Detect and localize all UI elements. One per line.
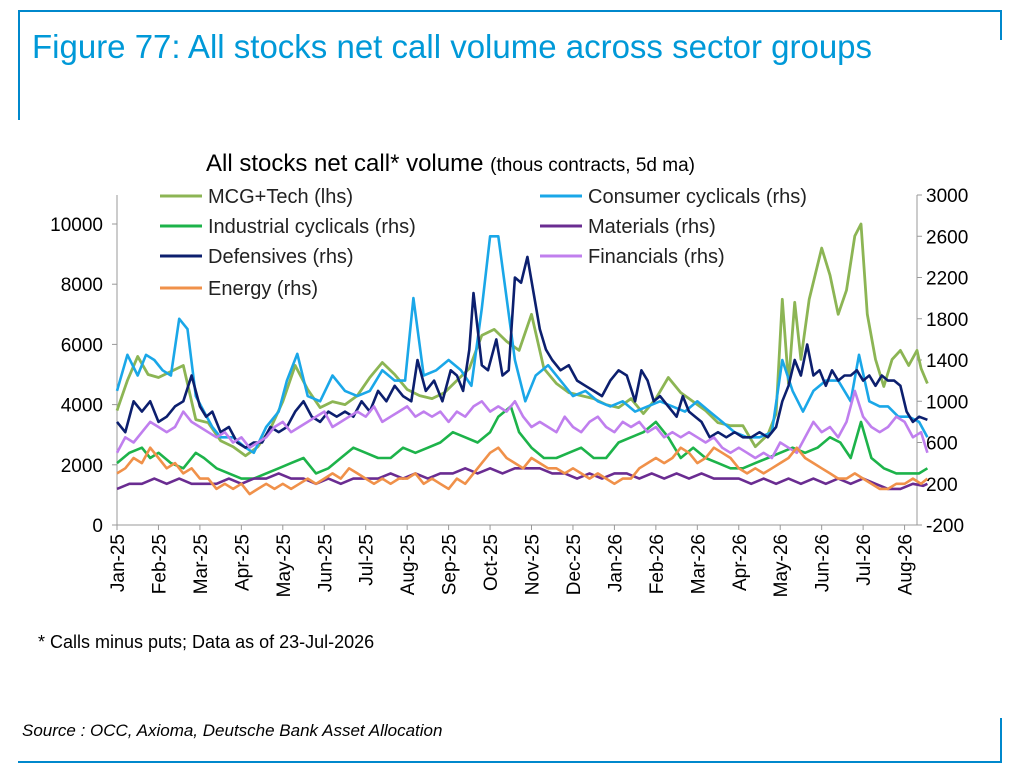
left-tick-label: 10000 [50,215,103,236]
right-tick-label: 2200 [926,269,968,290]
x-tick-label: Mar-26 [688,534,709,594]
x-tick-label: Aug-26 [896,534,917,595]
x-tick-label: Aug-25 [398,534,419,595]
legend-label-1: MCG+Tech (lhs) [208,186,353,208]
right-tick-label: 1400 [926,351,968,372]
legend-label-4: Materials (rhs) [588,216,716,238]
right-tick-label: 1000 [926,392,968,413]
left-tick-label: 6000 [61,335,103,356]
right-tick-label: 2600 [926,227,968,248]
chart-title-sub: (thous contracts, 5d ma) [490,155,695,176]
frame-right-rule [1000,10,1002,40]
frame-left-rule [18,10,20,120]
x-tick-label: Nov-25 [523,534,544,595]
x-tick-label: Dec-25 [564,534,585,595]
right-tick-label: -200 [926,516,964,537]
footnote: * Calls minus puts; Data as of 23-Jul-20… [38,632,375,652]
series-line-7 [116,446,929,496]
frame-bottom-rule [18,761,1002,763]
right-tick-label: 1800 [926,310,968,331]
chart-title-main: All stocks net call* volume [206,150,484,177]
left-tick-label: 2000 [61,456,103,477]
legend-label-6: Financials (rhs) [588,246,725,268]
frame-top-rule [18,10,1002,12]
left-tick-label: 8000 [61,275,103,296]
legend-label-7: Energy (rhs) [208,278,318,300]
x-tick-label: Apr-25 [232,534,253,591]
legend-label-5: Defensives (rhs) [208,246,354,268]
x-tick-label: Apr-26 [730,534,751,591]
right-tick-label: 600 [926,434,958,455]
x-tick-label: Jun-25 [315,534,336,592]
source-note: Source : OCC, Axioma, Deutsche Bank Asse… [22,721,443,740]
legend-label-2: Consumer cyclicals (rhs) [588,186,807,208]
series-line-4 [116,467,928,491]
x-tick-label: May-26 [771,534,792,597]
left-tick-label: 0 [92,516,103,537]
x-tick-label: Mar-25 [191,534,212,594]
x-tick-label: Jul-26 [854,534,875,586]
x-tick-label: Jun-26 [813,534,834,592]
series-line-2 [115,235,929,455]
x-tick-label: Oct-25 [481,534,502,591]
figure-title: Figure 77: All stocks net call volume ac… [32,28,873,65]
x-tick-label: Sep-25 [440,534,461,595]
x-tick-label: Jan-25 [108,534,129,592]
x-tick-label: Jan-26 [605,534,626,592]
x-tick-label: Feb-26 [647,534,668,594]
x-tick-label: Feb-25 [149,534,170,594]
series-line-6 [115,389,929,460]
x-tick-label: Jul-25 [357,534,378,586]
right-tick-label: 3000 [926,186,968,207]
frame-right-bottom-rule [1000,718,1002,762]
x-tick-label: May-25 [274,534,295,597]
left-tick-label: 4000 [61,396,103,417]
legend-label-3: Industrial cyclicals (rhs) [208,216,416,238]
right-tick-label: 200 [926,475,958,496]
chart-title: All stocks net call* volume (thous contr… [206,150,695,178]
